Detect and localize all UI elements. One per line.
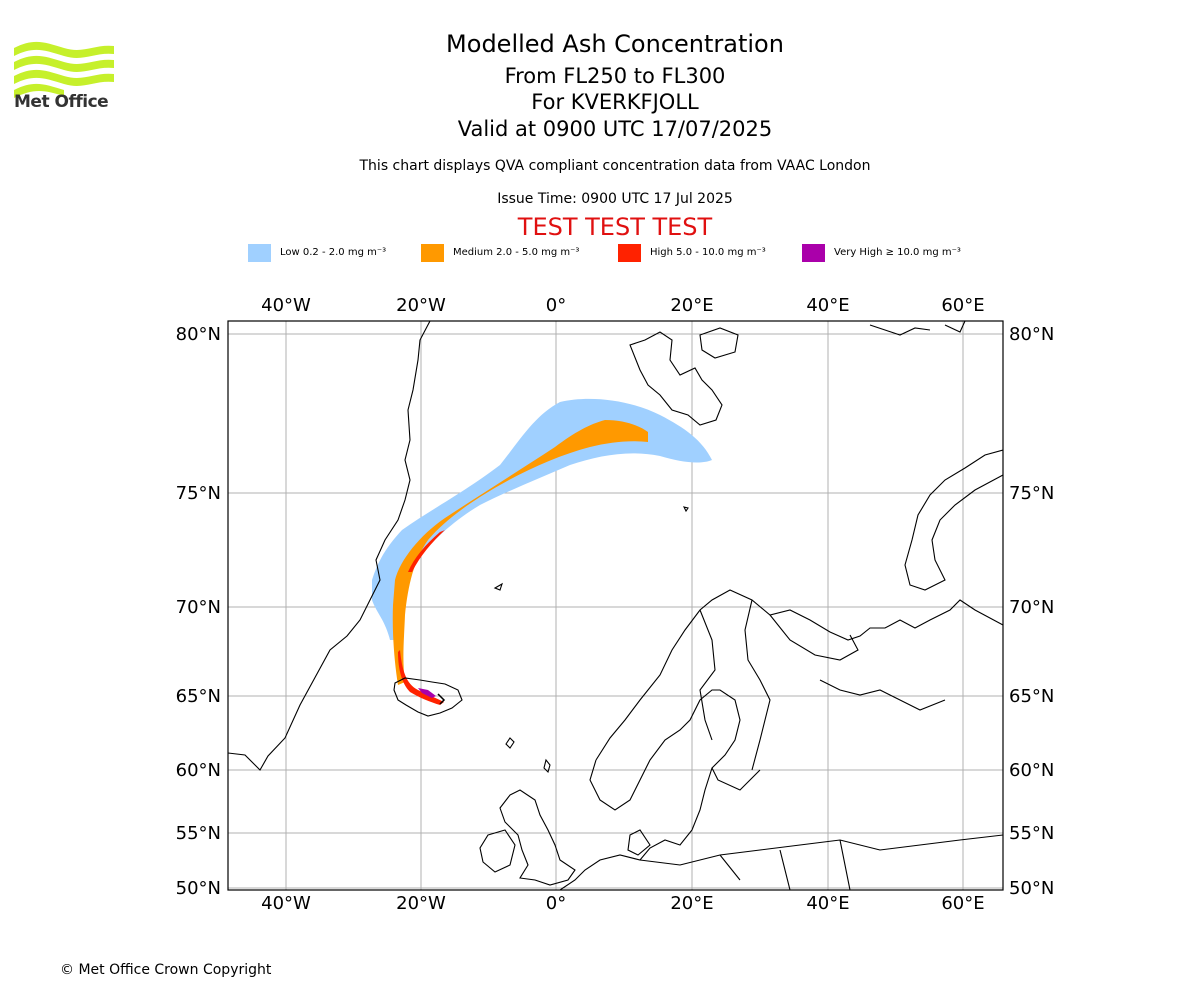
volcano-marker-icon (437, 693, 446, 705)
bear-island-coast (682, 506, 689, 513)
legend-swatch-very-high (802, 244, 825, 262)
ireland-coast (479, 829, 516, 873)
faroe-islands-coast (505, 737, 515, 749)
great-britain-coast (499, 789, 576, 886)
volcano-name: For KVERKFJOLL (531, 90, 699, 114)
test-banner: TEST TEST TEST (517, 213, 713, 241)
qva-note: This chart displays QVA compliant concen… (359, 158, 871, 174)
lat-left-70n: 70°N (176, 597, 221, 618)
white-sea-coast (819, 679, 946, 711)
legend-swatch-high (618, 244, 641, 262)
lat-right-55n: 55°N (1009, 823, 1054, 844)
copyright-text: © Met Office Crown Copyright (60, 962, 272, 978)
lon-bottom-20e: 20°E (670, 893, 713, 914)
legend-label-very-high: Very High ≥ 10.0 mg m⁻³ (834, 247, 961, 258)
lon-top-60e: 60°E (941, 295, 984, 316)
lon-bottom-0: 0° (546, 893, 566, 914)
europe-borders (639, 834, 1003, 890)
lat-left-55n: 55°N (176, 823, 221, 844)
lat-left-75n: 75°N (176, 483, 221, 504)
met-office-logo-icon (14, 41, 114, 98)
lat-left-80n: 80°N (176, 324, 221, 345)
lon-top-20w: 20°W (396, 295, 446, 316)
lon-top-40e: 40°E (806, 295, 849, 316)
valid-time: Valid at 0900 UTC 17/07/2025 (457, 117, 773, 141)
logo-text: Met Office (14, 92, 109, 112)
lat-left-50n: 50°N (176, 878, 221, 899)
map-frame (227, 320, 1004, 891)
lat-left-60n: 60°N (176, 760, 221, 781)
baltic-coast (559, 767, 713, 890)
lat-right-65n: 65°N (1009, 686, 1054, 707)
franz-josef-coast (869, 321, 966, 336)
kola-peninsula-coast (769, 614, 859, 661)
iceland-coast (393, 677, 463, 717)
axis-labels: 40°W 20°W 0° 20°E 40°E 60°E 40°W 20°W 0°… (176, 295, 1055, 914)
denmark-coast (627, 829, 651, 856)
ash-medium-area (392, 420, 648, 685)
lat-right-80n: 80°N (1009, 324, 1054, 345)
legend-swatch-low (248, 244, 271, 262)
lon-top-40w: 40°W (261, 295, 311, 316)
lon-top-20e: 20°E (670, 295, 713, 316)
legend-label-high: High 5.0 - 10.0 mg m⁻³ (650, 247, 766, 258)
map-grid (228, 321, 1003, 890)
issue-time: Issue Time: 0900 UTC 17 Jul 2025 (497, 191, 733, 207)
flight-levels: From FL250 to FL300 (504, 64, 726, 88)
lon-bottom-40e: 40°E (806, 893, 849, 914)
scandinavia-south-coast (589, 689, 761, 811)
lon-bottom-60e: 60°E (941, 893, 984, 914)
ash-very-high-area (418, 688, 436, 698)
lon-bottom-40w: 40°W (261, 893, 311, 914)
nordaustlandet-coast (699, 327, 739, 359)
legend-label-medium: Medium 2.0 - 5.0 mg m⁻³ (453, 247, 580, 258)
lat-right-75n: 75°N (1009, 483, 1054, 504)
coastlines (228, 321, 1003, 890)
lat-right-70n: 70°N (1009, 597, 1054, 618)
lon-top-0: 0° (546, 295, 566, 316)
lon-bottom-20w: 20°W (396, 893, 446, 914)
scandinavia-borders (699, 599, 771, 771)
jan-mayen-coast (493, 582, 503, 591)
lat-left-65n: 65°N (176, 686, 221, 707)
svalbard-coast (629, 331, 723, 426)
scandinavia-coast (595, 589, 1003, 761)
novaya-zemlya-coast (904, 449, 1003, 591)
lat-right-50n: 50°N (1009, 878, 1054, 899)
shetland-coast (543, 758, 551, 774)
legend-swatch-medium (421, 244, 444, 262)
ash-low-area (372, 398, 712, 640)
lat-right-60n: 60°N (1009, 760, 1054, 781)
legend-label-low: Low 0.2 - 2.0 mg m⁻³ (280, 247, 387, 258)
greenland-coast (228, 321, 431, 771)
chart-title: Modelled Ash Concentration (446, 30, 784, 58)
